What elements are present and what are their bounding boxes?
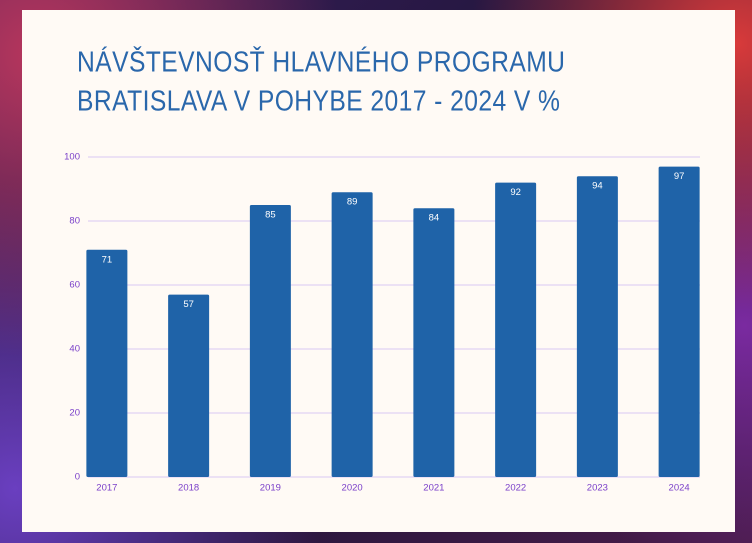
bar (168, 294, 210, 477)
y-tick-label: 80 (69, 216, 80, 227)
x-tick-label: 2020 (342, 483, 363, 494)
value-label: 97 (674, 171, 685, 182)
bar (249, 205, 291, 477)
x-tick-label: 2024 (669, 483, 690, 494)
x-tick-label: 2018 (178, 483, 199, 494)
y-tick-label: 20 (69, 408, 80, 419)
value-label: 71 (102, 254, 113, 265)
bar (576, 176, 618, 477)
chart-title: NÁVŠTEVNOSŤ HLAVNÉHO PROGRAMU (77, 45, 565, 78)
y-tick-label: 40 (69, 344, 80, 355)
x-tick-label: 2019 (260, 483, 281, 494)
bar (413, 208, 455, 477)
chart-title: BRATISLAVA V POHYBE 2017 - 2024 V % (77, 85, 560, 117)
x-tick-label: 2021 (423, 483, 444, 494)
y-tick-label: 60 (69, 280, 80, 291)
bar (86, 249, 128, 477)
value-label: 92 (510, 187, 521, 198)
y-tick-label: 100 (64, 152, 80, 163)
value-label: 85 (265, 210, 276, 221)
bar (658, 166, 700, 477)
x-tick-label: 2022 (505, 483, 526, 494)
x-tick-label: 2023 (587, 483, 608, 494)
value-label: 89 (347, 197, 358, 208)
value-label: 94 (592, 181, 603, 192)
y-tick-label: 0 (75, 472, 80, 483)
value-label: 84 (429, 213, 440, 224)
bar (495, 182, 537, 477)
value-label: 57 (183, 299, 194, 310)
x-tick-label: 2017 (96, 483, 117, 494)
bar (331, 192, 373, 477)
